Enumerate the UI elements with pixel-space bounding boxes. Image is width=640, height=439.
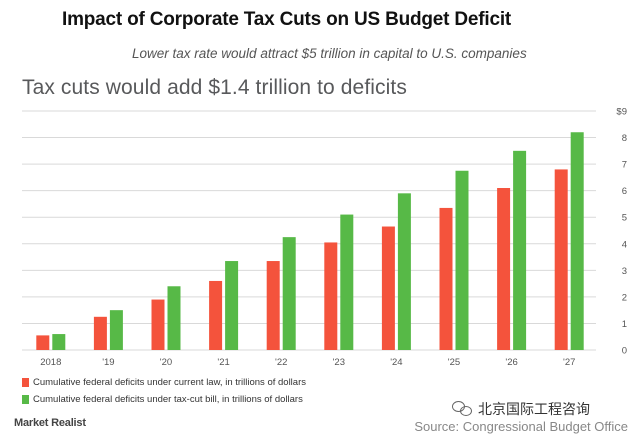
x-tick-label: '19 — [102, 357, 114, 368]
y-tick-label: 5 — [622, 213, 627, 224]
x-tick-label: '23 — [333, 357, 345, 368]
bar-current-law — [93, 316, 107, 350]
legend-swatch-current-law — [22, 378, 29, 387]
y-tick-label: 4 — [622, 239, 627, 250]
bar-tax-cut — [167, 286, 181, 350]
brand-logo: Market Realist — [14, 417, 86, 429]
chart-title: Tax cuts would add $1.4 trillion to defi… — [22, 76, 407, 99]
page-subtitle: Lower tax rate would attract $5 trillion… — [132, 46, 527, 61]
x-tick-label: '21 — [217, 357, 229, 368]
y-tick-label: 6 — [622, 186, 627, 197]
bar-current-law — [381, 226, 395, 350]
chart-legend: Cumulative federal deficits under curren… — [22, 374, 306, 408]
bar-tax-cut — [397, 193, 411, 350]
x-tick-label: '22 — [275, 357, 287, 368]
x-tick-label: '26 — [505, 357, 517, 368]
bar-current-law — [36, 335, 50, 350]
bar-tax-cut — [52, 334, 66, 350]
bar-current-law — [324, 242, 338, 350]
page-title: Impact of Corporate Tax Cuts on US Budge… — [62, 9, 512, 30]
y-tick-label: 1 — [622, 319, 627, 330]
bar-current-law — [266, 261, 280, 350]
source-note: Source: Congressional Budget Office — [414, 419, 628, 434]
bar-current-law — [439, 207, 453, 350]
bar-tax-cut — [455, 170, 469, 350]
bar-tax-cut — [513, 150, 527, 350]
x-tick-label: '25 — [448, 357, 460, 368]
legend-item-current-law: Cumulative federal deficits under curren… — [22, 374, 306, 391]
x-tick-label: 2018 — [40, 357, 61, 368]
legend-label-tax-cut: Cumulative federal deficits under tax-cu… — [33, 394, 303, 405]
y-tick-label: 2 — [622, 292, 627, 303]
x-tick-label: '24 — [390, 357, 402, 368]
y-tick-label: $9 — [616, 107, 627, 118]
y-tick-label: 8 — [622, 133, 627, 144]
legend-label-current-law: Cumulative federal deficits under curren… — [33, 377, 306, 388]
bar-current-law — [554, 169, 568, 350]
bar-current-law — [497, 188, 511, 350]
y-tick-label: 7 — [622, 160, 627, 171]
bar-tax-cut — [225, 261, 239, 350]
wechat-icon — [452, 400, 474, 418]
y-tick-label: 3 — [622, 266, 627, 277]
x-tick-label: '27 — [563, 357, 575, 368]
bar-tax-cut — [340, 214, 354, 350]
bar-tax-cut — [282, 237, 296, 350]
watermark-text: 北京国际工程咨询 — [478, 401, 590, 417]
bar-tax-cut — [570, 132, 584, 350]
bar-tax-cut — [109, 310, 123, 350]
watermark: 北京国际工程咨询 — [452, 399, 590, 419]
bar-current-law — [151, 299, 165, 350]
x-tick-label: '20 — [160, 357, 172, 368]
legend-swatch-tax-cut — [22, 395, 29, 404]
bar-current-law — [209, 280, 223, 350]
y-tick-label: 0 — [622, 346, 627, 357]
legend-item-tax-cut: Cumulative federal deficits under tax-cu… — [22, 391, 306, 408]
